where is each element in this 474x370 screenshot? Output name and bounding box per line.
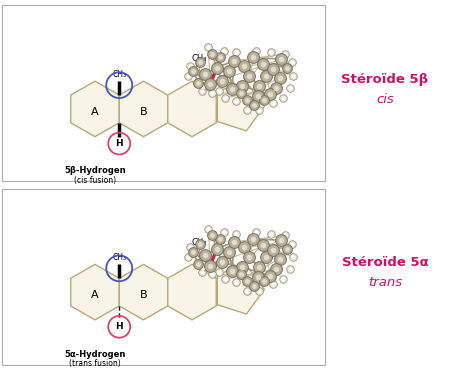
Text: CH₃: CH₃ [191, 238, 207, 246]
Text: (trans fusion): (trans fusion) [69, 360, 121, 369]
Bar [2, 6, 325, 181]
Text: trans: trans [368, 276, 402, 289]
Polygon shape [71, 265, 119, 320]
Text: 5β-Hydrogen: 5β-Hydrogen [64, 166, 126, 175]
Text: CH₃: CH₃ [112, 253, 126, 262]
Text: A: A [91, 290, 99, 300]
Text: Stéroïde 5α: Stéroïde 5α [342, 256, 428, 269]
Polygon shape [168, 81, 216, 137]
Bar [2, 189, 325, 364]
Polygon shape [217, 265, 264, 314]
Polygon shape [217, 82, 264, 131]
Text: H: H [116, 322, 123, 331]
Polygon shape [119, 265, 168, 320]
Text: CH₃: CH₃ [112, 70, 126, 79]
Text: CH₃: CH₃ [191, 54, 207, 63]
Polygon shape [71, 81, 119, 137]
Text: cis: cis [376, 92, 394, 105]
Text: 5α-Hydrogen: 5α-Hydrogen [64, 350, 126, 359]
Text: B: B [140, 290, 147, 300]
Polygon shape [168, 265, 216, 320]
Text: B: B [140, 107, 147, 117]
Text: A: A [91, 107, 99, 117]
Text: (cis fusion): (cis fusion) [74, 176, 116, 185]
Text: Stéroïde 5β: Stéroïde 5β [341, 73, 428, 86]
Text: H: H [116, 139, 123, 148]
Polygon shape [119, 81, 168, 137]
